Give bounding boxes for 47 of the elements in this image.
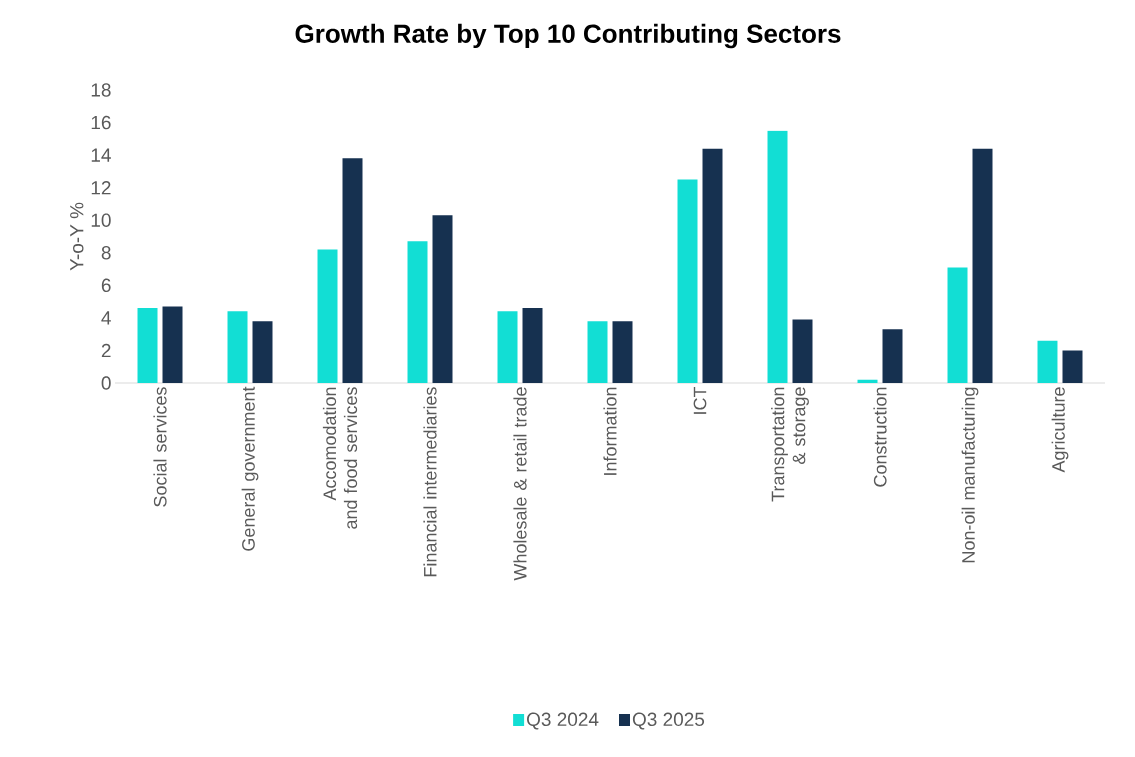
bar [522,308,543,383]
bar [227,311,248,383]
bar [1062,350,1083,383]
y-tick-label: 18 [91,83,111,97]
y-axis-title: Y-o-Y % [70,202,84,271]
y-tick-label: 0 [101,376,111,390]
bar [407,241,428,383]
legend-label: Q3 2025 [632,712,705,730]
x-tick-label: Agriculture [1051,387,1069,473]
x-tick-label: ICT [693,386,707,414]
bar [767,130,788,383]
bar [252,321,273,383]
bar [857,379,878,383]
y-tick-label: 4 [101,311,111,325]
bar [972,148,993,383]
x-tick-label: Financial intermediaries [423,387,437,577]
y-tick-label: 2 [101,343,111,358]
bar [432,215,453,383]
bar [137,308,158,383]
bar [612,321,633,383]
x-tick-label: Accomodation and food services [322,387,358,529]
bar [342,158,363,383]
legend-label: Q3 2024 [527,712,599,730]
x-tick-label: Social services [153,387,167,507]
bar [317,249,338,383]
bar [947,267,968,383]
chart-title: Growth Rate by Top 10 Contributing Sectors [295,23,841,49]
bar [882,329,903,383]
x-tick-label: Transportation & storage [771,387,809,502]
y-tick-label: 10 [91,213,111,227]
bar [162,306,183,383]
bar [497,311,518,383]
y-tick-label: 14 [91,148,111,162]
y-tick-label: 6 [101,278,111,293]
x-tick-label: Information [603,387,617,475]
x-tick-label: Non-oil manufacturing [961,387,979,563]
bar [677,179,698,383]
x-tick-label: General government [241,386,259,551]
y-tick-label: 16 [91,115,111,130]
bar [1037,340,1058,383]
bar [587,321,608,383]
y-tick-label: 8 [101,246,111,260]
x-tick-label: Wholesale & retail trade [513,387,527,581]
x-tick-label: Construction [873,387,887,487]
bar [702,148,723,383]
y-tick-label: 12 [91,181,111,195]
bar [792,319,813,383]
